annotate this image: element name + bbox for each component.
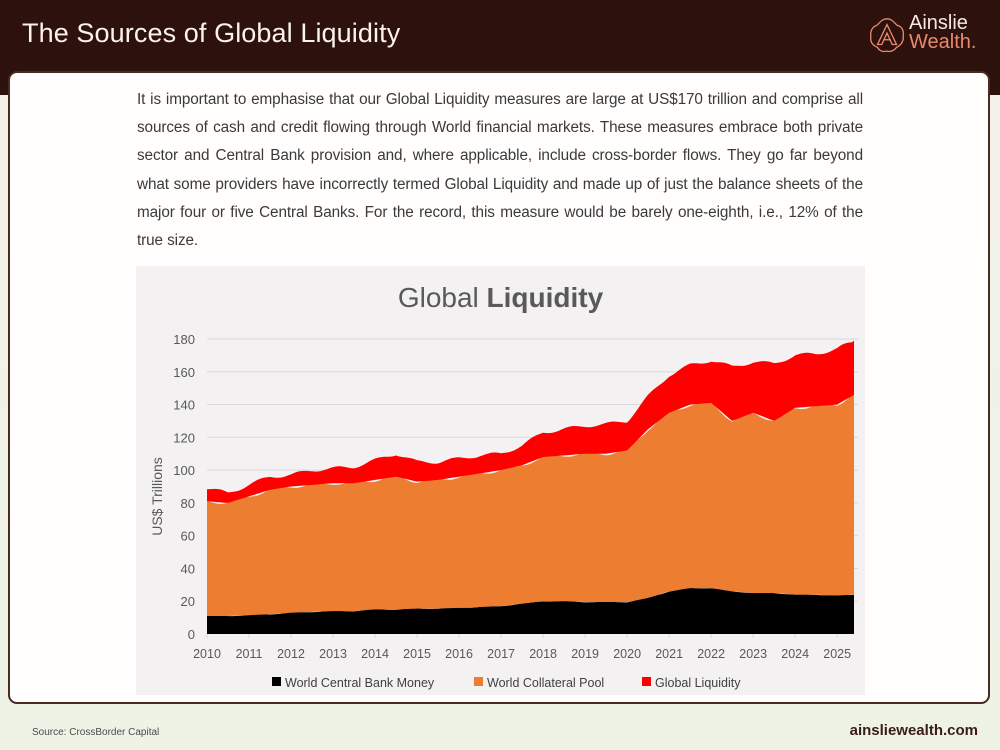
x-tick-label: 2017 xyxy=(487,647,515,661)
x-tick-label: 2018 xyxy=(529,647,557,661)
y-tick-label: 0 xyxy=(188,627,195,642)
x-tick-label: 2013 xyxy=(319,647,347,661)
legend-swatch xyxy=(642,677,651,686)
x-tick-label: 2020 xyxy=(613,647,641,661)
y-tick-label: 100 xyxy=(173,463,195,478)
x-tick-label: 2016 xyxy=(445,647,473,661)
website-link[interactable]: ainsliewealth.com xyxy=(849,722,978,739)
x-tick-label: 2024 xyxy=(781,647,809,661)
x-tick-label: 2019 xyxy=(571,647,599,661)
y-tick-label: 140 xyxy=(173,398,195,413)
logo-line-2: Wealth xyxy=(909,31,971,53)
y-tick-label: 20 xyxy=(181,594,195,609)
x-tick-label: 2021 xyxy=(655,647,683,661)
chart-plot: 0 20 40 60 80 100 120 140 160 180 2010 2011 2012 2013… xyxy=(149,332,858,690)
x-tick-label: 2011 xyxy=(236,647,263,661)
source-note: Source: CrossBorder Capital xyxy=(32,727,160,738)
chart-title: Global Liquidity xyxy=(136,282,865,314)
y-tick-label: 160 xyxy=(173,365,195,380)
logo-dot: . xyxy=(970,31,977,53)
x-tick-label: 2022 xyxy=(697,647,725,661)
legend-swatch xyxy=(474,677,483,686)
intro-paragraph: It is important to emphasise that our Gl… xyxy=(137,91,863,250)
y-tick-label: 180 xyxy=(173,332,195,347)
chart-title-regular: Global xyxy=(397,282,487,313)
x-tick-label: 2014 xyxy=(361,647,389,661)
y-tick-label: 80 xyxy=(181,496,195,511)
x-tick-label: 2025 xyxy=(823,647,851,661)
global-liquidity-chart: Global Liquidity 0 20 40 60 80 100 120 140 160 18… xyxy=(136,266,865,695)
legend-label: World Collateral Pool xyxy=(487,676,604,690)
y-tick-label: 60 xyxy=(181,529,195,544)
ainslie-wealth-logo[interactable]: Ainslie Wealth. xyxy=(868,12,988,58)
area-series-world-collateral-pool xyxy=(207,394,854,616)
x-tick-label: 2012 xyxy=(277,647,305,661)
x-tick-label: 2015 xyxy=(403,647,431,661)
area-series-world-central-bank-money xyxy=(207,587,854,634)
ainslie-a-logo-icon xyxy=(870,18,905,53)
page-title: The Sources of Global Liquidity xyxy=(22,18,401,48)
x-tick-label: 2023 xyxy=(739,647,767,661)
y-tick-label: 120 xyxy=(173,430,195,445)
y-tick-label: 40 xyxy=(181,561,195,576)
logo-wordmark: Ainslie Wealth. xyxy=(909,12,977,53)
y-axis-label: US$ Trillions xyxy=(149,457,165,536)
x-tick-label: 2010 xyxy=(193,647,221,661)
chart-title-bold: Liquidity xyxy=(486,282,604,313)
legend-swatch xyxy=(272,677,281,686)
legend-label: Global Liquidity xyxy=(655,676,741,690)
area-series-global-liquidity xyxy=(207,340,854,503)
legend-label: World Central Bank Money xyxy=(285,676,435,690)
logo-line-1: Ainslie xyxy=(909,12,968,34)
